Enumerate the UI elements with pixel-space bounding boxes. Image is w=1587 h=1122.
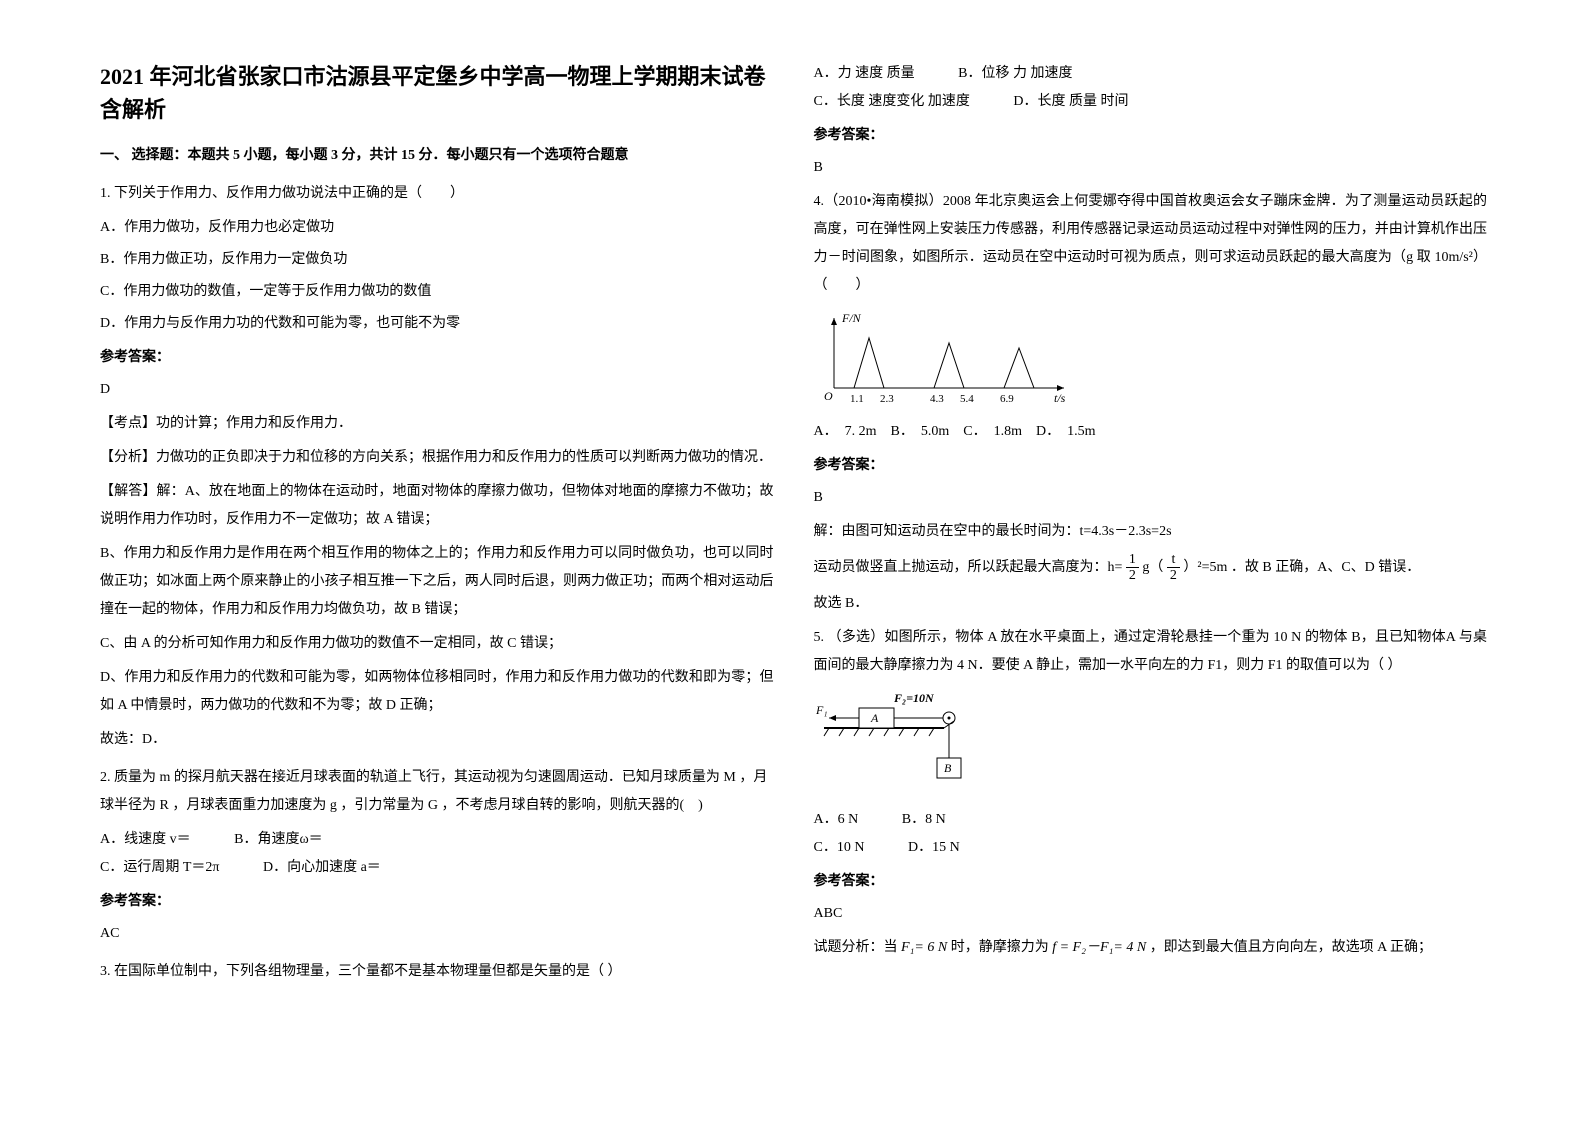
q4-tick5: 6.9	[1000, 393, 1014, 405]
q4-ans-label: 参考答案：	[814, 452, 1488, 480]
q4-ylabel: F/N	[841, 311, 862, 325]
q5-stem: 5. （多选）如图所示，物体 A 放在水平桌面上，通过定滑轮悬挂一个重为 10 …	[814, 624, 1488, 680]
q5-figure: A F₁ F₂=10N B	[814, 688, 994, 798]
q5-A: A	[870, 711, 879, 725]
q1-exp5: C、由 A 的分析可知作用力和反作用力做功的数值不一定相同，故 C 错误；	[100, 630, 774, 658]
q4-exp1: 解：由图可知运动员在空中的最长时间为：t=4.3s－2.3s=2s	[814, 518, 1488, 546]
q3-ans: B	[814, 154, 1488, 182]
q2-stem: 2. 质量为 m 的探月航天器在接近月球表面的轨道上飞行，其运动视为匀速圆周运动…	[100, 764, 774, 820]
q5-exp1c: ，即达到最大值且方向向左，故选项 A 正确；	[1150, 940, 1432, 955]
q3-ans-label: 参考答案：	[814, 122, 1488, 150]
q1-exp4: B、作用力和反作用力是作用在两个相互作用的物体之上的；作用力和反作用力可以同时做…	[100, 540, 774, 624]
q5-opts-row2: C．10 N D．15 N	[814, 834, 1488, 862]
q4-stem: 4.（2010•海南模拟）2008 年北京奥运会上何雯娜夺得中国首枚奥运会女子蹦…	[814, 188, 1488, 300]
q3-opts-row1: A．力 速度 质量 B．位移 力 加速度	[814, 60, 1488, 88]
q4-chart: F/N t/s O 1.1 2.3 4.3 5.4 6.9	[814, 308, 1074, 408]
q4-tick2: 2.3	[880, 393, 894, 405]
q5-opt-c: C．10 N	[814, 834, 865, 862]
q5-B: B	[944, 761, 952, 775]
q1-stem: 1. 下列关于作用力、反作用力做功说法中正确的是（ ）	[100, 180, 774, 208]
q1-opt-d: D．作用力与反作用力功的代数和可能为零，也可能不为零	[100, 310, 774, 338]
q5-exp1eq2: f = F₂－F₁= 4 N	[1052, 940, 1146, 955]
q3-opt-c: C．长度 速度变化 加速度	[814, 88, 970, 116]
q4-tick4: 5.4	[960, 393, 974, 405]
q5-exp1b: 时，静摩擦力为	[951, 940, 1049, 955]
q1-exp1: 【考点】功的计算；作用力和反作用力．	[100, 410, 774, 438]
q4-exp2b: ）²=5m	[1183, 560, 1227, 575]
q5-exp1eq1: F₁= 6 N	[901, 940, 947, 955]
q4-exp2: 运动员做竖直上抛运动，所以跃起最大高度为：h= 12 g（ t2 ）²=5m ．…	[814, 552, 1488, 584]
q1-opt-a: A．作用力做功，反作用力也必定做功	[100, 214, 774, 242]
q1-exp3: 【解答】解：A、放在地面上的物体在运动时，地面对物体的摩擦力做功，但物体对地面的…	[100, 478, 774, 534]
q1-opt-c: C．作用力做功的数值，一定等于反作用力做功的数值	[100, 278, 774, 306]
q5-exp1: 试题分析：当 F₁= 6 N 时，静摩擦力为 f = F₂－F₁= 4 N ，即…	[814, 934, 1488, 962]
q2-ans-label: 参考答案：	[100, 888, 774, 916]
q2-ans: AC	[100, 920, 774, 948]
q5-opt-b: B．8 N	[902, 806, 946, 834]
q1-opt-b: B．作用力做正功，反作用力一定做负功	[100, 246, 774, 274]
q2-opt-d: D．向心加速度 a＝	[263, 854, 381, 882]
q4-opts: A． 7. 2m B． 5.0m C． 1.8m D． 1.5m	[814, 418, 1488, 446]
q3-opt-b: B．位移 力 加速度	[958, 60, 1072, 88]
q4-tick1: 1.1	[850, 393, 864, 405]
q3-stem: 3. 在国际单位制中，下列各组物理量，三个量都不是基本物理量但都是矢量的是（ ）	[100, 958, 774, 986]
right-column: A．力 速度 质量 B．位移 力 加速度 C．长度 速度变化 加速度 D．长度 …	[794, 60, 1508, 1062]
q5-F1: F₁	[815, 703, 828, 717]
q3-opts-row2: C．长度 速度变化 加速度 D．长度 质量 时间	[814, 88, 1488, 116]
q5-opts-row1: A．6 N B．8 N	[814, 806, 1488, 834]
q2-opt-b: B．角速度ω＝	[234, 826, 323, 854]
q3-opt-d: D．长度 质量 时间	[1013, 88, 1128, 116]
q1-exp6: D、作用力和反作用力的代数和可能为零，如两物体位移相同时，作用力和反作用力做功的…	[100, 664, 774, 720]
q1-ans: D	[100, 376, 774, 404]
q4-xlabel: t/s	[1054, 391, 1066, 405]
q2-opts-row1: A．线速度 v＝ B．角速度ω＝	[100, 826, 774, 854]
q1-ans-label: 参考答案：	[100, 344, 774, 372]
exam-title: 2021 年河北省张家口市沽源县平定堡乡中学高一物理上学期期末试卷含解析	[100, 60, 774, 126]
q4-exp2a: 运动员做竖直上抛运动，所以跃起最大高度为：h=	[814, 560, 1123, 575]
q5-F2: F₂=10N	[893, 691, 935, 705]
q5-opt-a: A．6 N	[814, 806, 859, 834]
q4-frac2: t2	[1167, 552, 1180, 584]
q4-tick3: 4.3	[930, 393, 944, 405]
q4-exp2c: ．故 B 正确，A、C、D 错误．	[1231, 560, 1420, 575]
q4-exp3: 故选 B．	[814, 590, 1488, 618]
q5-opt-d: D．15 N	[908, 834, 960, 862]
q3-opt-a: A．力 速度 质量	[814, 60, 915, 88]
q5-exp1a: 试题分析：当	[814, 940, 898, 955]
q5-ans-label: 参考答案：	[814, 868, 1488, 896]
left-column: 2021 年河北省张家口市沽源县平定堡乡中学高一物理上学期期末试卷含解析 一、 …	[80, 60, 794, 1062]
q4-mid: g（	[1142, 560, 1163, 575]
q2-opts-row2: C．运行周期 T＝2π D．向心加速度 a＝	[100, 854, 774, 882]
q2-opt-c: C．运行周期 T＝2π	[100, 854, 219, 882]
section-1-head: 一、 选择题：本题共 5 小题，每小题 3 分，共计 15 分．每小题只有一个选…	[100, 142, 774, 170]
q4-ans: B	[814, 484, 1488, 512]
q5-ans: ABC	[814, 900, 1488, 928]
q1-exp7: 故选：D．	[100, 726, 774, 754]
q4-origin: O	[824, 389, 833, 403]
q4-frac1: 12	[1126, 552, 1139, 584]
q1-exp2: 【分析】力做功的正负即决于力和位移的方向关系；根据作用力和反作用力的性质可以判断…	[100, 444, 774, 472]
q2-opt-a: A．线速度 v＝	[100, 826, 191, 854]
